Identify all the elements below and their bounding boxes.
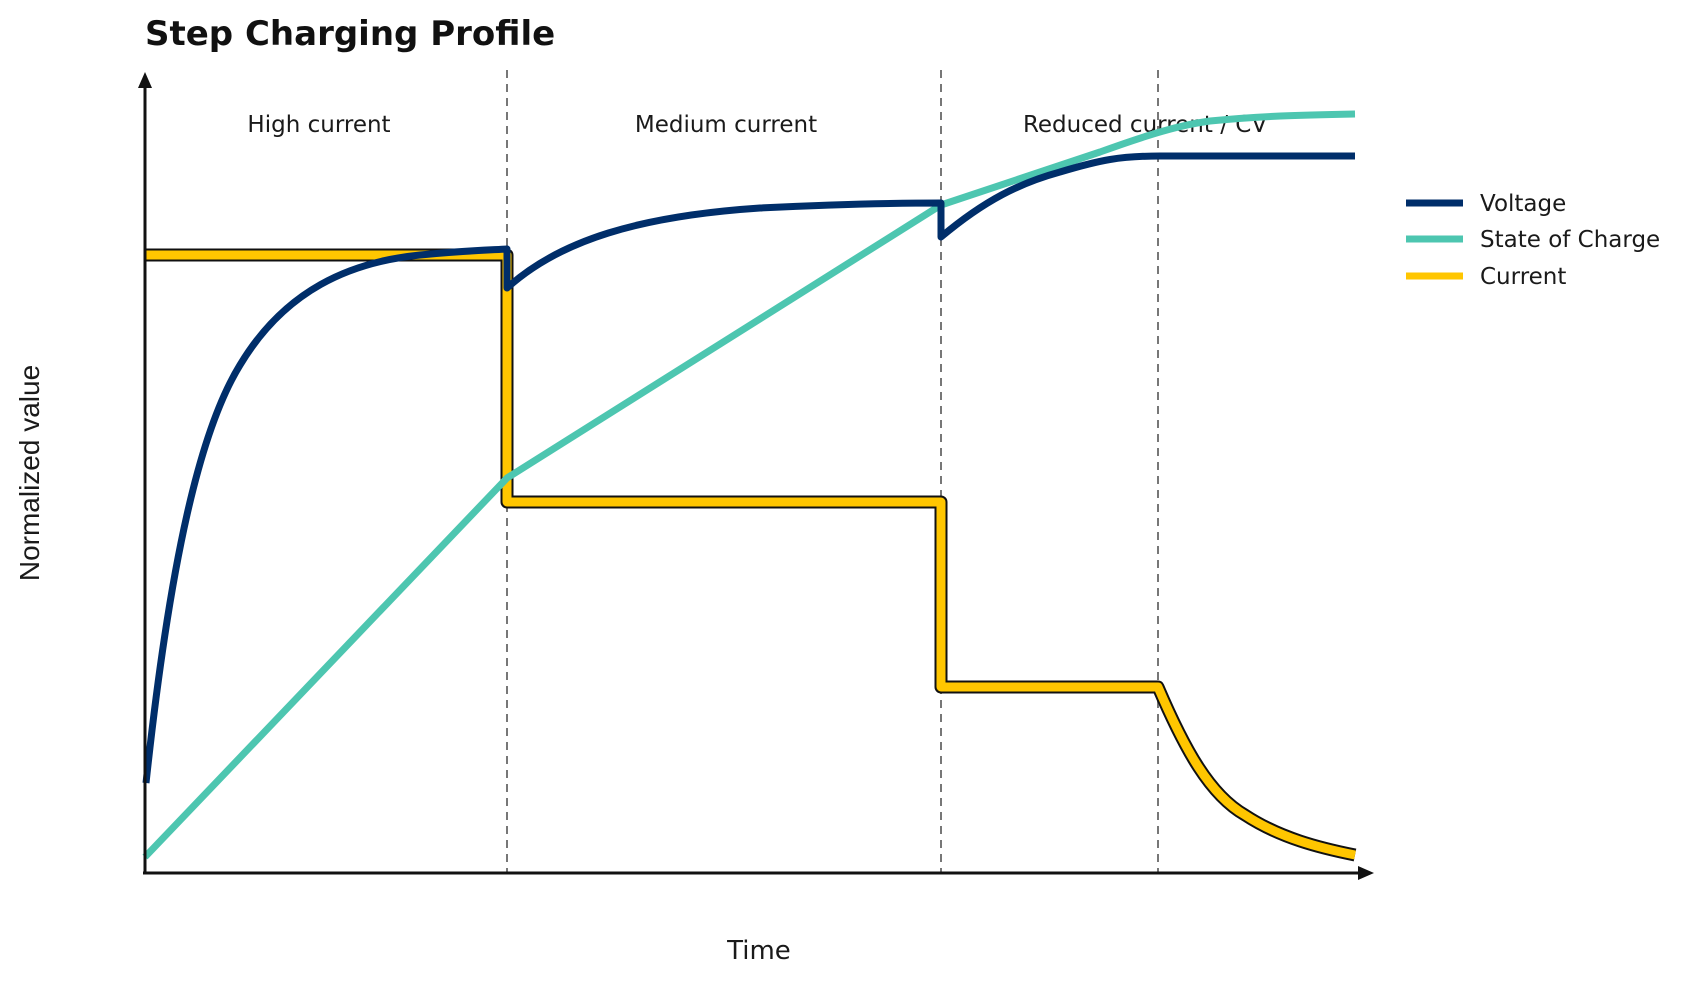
x-axis-label: Time bbox=[726, 936, 791, 966]
legend-item-state-of-charge: State of Charge bbox=[1406, 227, 1660, 253]
region-label-high: High current bbox=[247, 112, 390, 138]
legend-label-state-of-charge: State of Charge bbox=[1480, 227, 1660, 253]
axes bbox=[138, 72, 1374, 880]
series-state-of-charge bbox=[142, 110, 1356, 860]
chart-title: Step Charging Profile bbox=[145, 14, 555, 54]
legend-item-current: Current bbox=[1406, 264, 1566, 290]
region-label-medium: Medium current bbox=[635, 112, 817, 138]
legend-item-voltage: Voltage bbox=[1406, 191, 1566, 217]
y-axis-arrow-icon bbox=[138, 72, 152, 88]
phase-boundaries bbox=[506, 70, 1159, 873]
legend-label-current: Current bbox=[1480, 264, 1566, 290]
series-voltage bbox=[142, 152, 1355, 784]
series-current bbox=[145, 248, 1357, 862]
y-axis-label: Normalized value bbox=[14, 365, 45, 581]
legend-label-voltage: Voltage bbox=[1480, 191, 1566, 217]
legend: Voltage State of Charge Current bbox=[1406, 191, 1660, 290]
x-axis-arrow-icon bbox=[1358, 866, 1374, 880]
